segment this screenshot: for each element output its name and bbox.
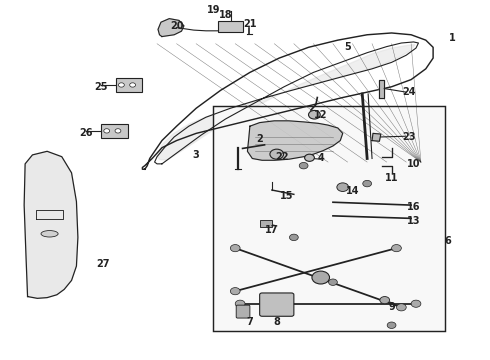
Circle shape [380,297,390,304]
Text: 13: 13 [407,216,420,226]
Text: 27: 27 [97,259,110,269]
Bar [101,124,128,138]
Text: 26: 26 [79,129,93,138]
Bar [218,21,243,32]
Text: 6: 6 [444,236,451,246]
Bar [260,220,272,226]
Polygon shape [372,134,381,141]
Circle shape [305,154,315,161]
FancyBboxPatch shape [236,305,250,318]
Text: 20: 20 [170,21,183,31]
Polygon shape [157,44,415,160]
Text: 14: 14 [346,186,359,196]
Polygon shape [379,80,384,98]
Text: 24: 24 [402,87,416,97]
Circle shape [337,183,348,192]
Text: 1: 1 [449,33,456,43]
Circle shape [290,234,298,240]
Circle shape [230,288,240,295]
Circle shape [411,300,421,307]
Circle shape [230,244,240,252]
Text: 12: 12 [314,111,327,121]
Bar [213,107,445,330]
Ellipse shape [41,230,58,237]
Text: 15: 15 [280,191,294,201]
Circle shape [396,304,406,311]
Text: 11: 11 [385,173,398,183]
Text: 9: 9 [388,302,395,312]
Text: 4: 4 [318,153,324,163]
Circle shape [104,129,110,133]
Polygon shape [247,121,343,160]
Text: 3: 3 [193,150,199,160]
Circle shape [363,180,371,187]
Text: 8: 8 [273,317,280,327]
Text: 2: 2 [256,134,263,144]
Polygon shape [158,19,184,37]
Circle shape [299,162,308,169]
Circle shape [119,83,124,87]
Text: 19: 19 [206,5,220,15]
Text: 16: 16 [407,202,420,212]
Circle shape [387,322,396,328]
Bar [116,78,143,92]
Text: 23: 23 [402,132,416,142]
Text: 22: 22 [275,152,289,162]
Circle shape [130,83,136,87]
Circle shape [392,244,401,252]
Text: 25: 25 [94,82,108,92]
Circle shape [115,129,121,133]
Text: 7: 7 [246,317,253,327]
Text: 18: 18 [219,10,232,20]
Text: 10: 10 [407,159,420,169]
Circle shape [235,300,245,307]
Circle shape [312,271,330,284]
Text: 21: 21 [243,19,257,29]
Circle shape [309,111,320,119]
Circle shape [329,279,337,285]
Text: 17: 17 [265,225,279,235]
Polygon shape [24,151,78,298]
FancyBboxPatch shape [260,293,294,316]
Text: 5: 5 [344,42,351,52]
Circle shape [270,149,284,159]
